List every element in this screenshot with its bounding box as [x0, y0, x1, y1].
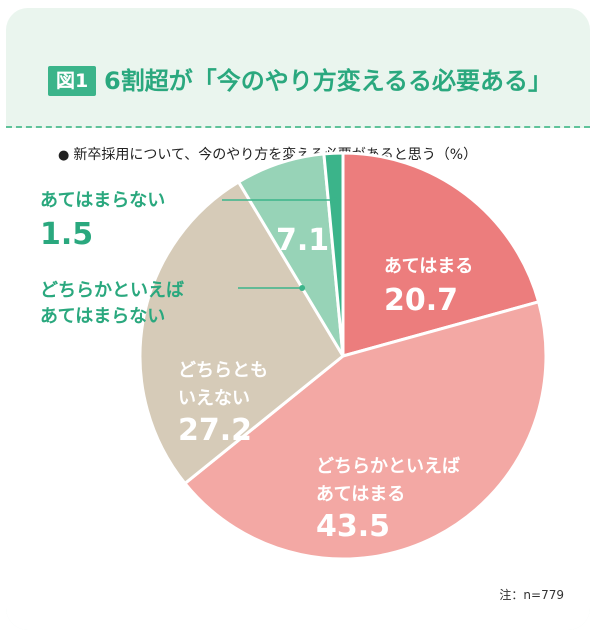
figure-title: 6割超が「今のやり方変えるる必要ある」	[104, 67, 552, 95]
slice-value-3: 27.2	[178, 413, 252, 448]
sample-size-note: 注：n=779	[499, 588, 564, 602]
leader-line-5-dot	[331, 197, 338, 203]
slice-label-2-line-1: どちらかといえば	[316, 456, 460, 477]
header-divider	[6, 126, 590, 128]
leader-line-4-dot	[299, 285, 306, 291]
slice-label-5-line-1: あてはまらない	[40, 190, 165, 211]
slice-label-3-line-2: いえない	[178, 388, 250, 409]
pie-slice-2	[182, 299, 548, 561]
slice-value-2: 43.5	[316, 509, 390, 544]
slice-value-4: 7.1	[276, 223, 329, 258]
slice-label-2-line-2: あてはまる	[316, 484, 405, 505]
pie-slice-3	[138, 179, 345, 486]
pie-slice-5	[322, 151, 345, 357]
slice-value-5: 1.5	[40, 217, 93, 252]
slice-value-1: 20.7	[384, 283, 458, 318]
slice-label-4-line-2: あてはまらない	[40, 306, 165, 327]
slice-label-4-line-1: どちらかといえば	[40, 280, 184, 301]
bullet-icon: ●	[58, 148, 70, 163]
pie-slice-1	[341, 151, 541, 358]
slice-label-3-line-1: どちらとも	[178, 360, 268, 381]
figure-number-badge: 図1	[48, 66, 97, 96]
slice-label-1-line-1: あてはまる	[384, 256, 473, 277]
